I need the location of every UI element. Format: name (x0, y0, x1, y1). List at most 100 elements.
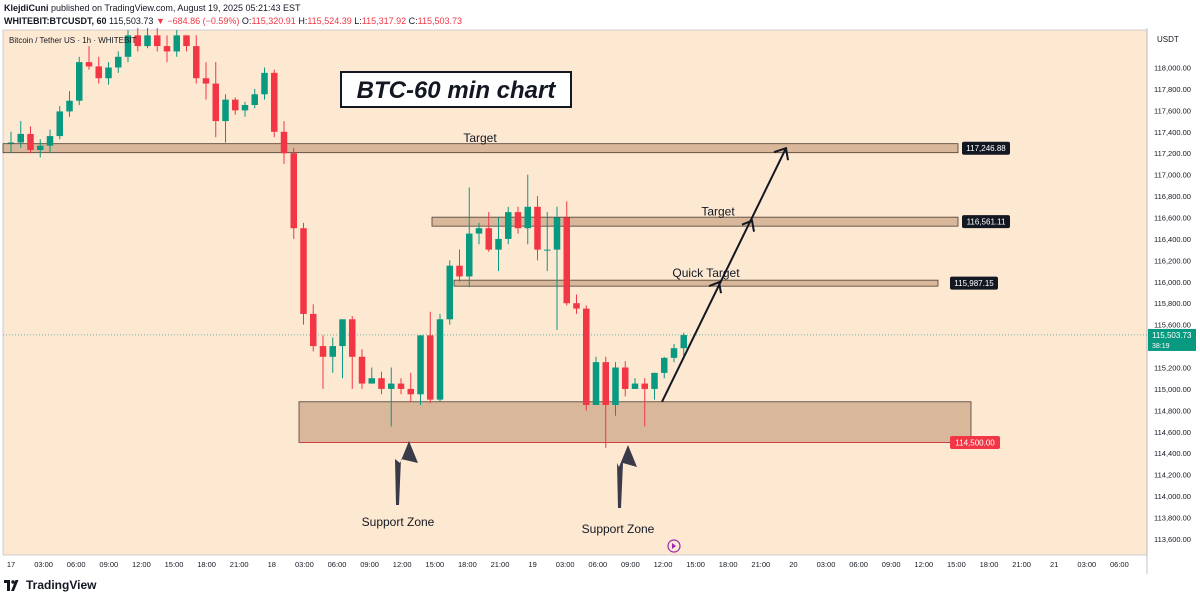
candle-body (17, 133, 24, 143)
candle-body (173, 35, 180, 52)
y-tick-label: 117,600.00 (1154, 106, 1191, 115)
projection-arrow-head (773, 146, 789, 161)
candle-body (280, 131, 288, 154)
target-zone (453, 279, 939, 287)
x-tick-label: 03:00 (556, 560, 575, 569)
x-tick-label: 12:00 (132, 560, 151, 569)
candle-body (290, 153, 297, 229)
x-tick-label: 06:00 (849, 560, 868, 569)
candle-body (553, 217, 561, 250)
x-tick-label: 15:00 (165, 560, 184, 569)
y-tick-label: 116,000.00 (1154, 278, 1191, 287)
axis-currency: USDT (1157, 35, 1179, 44)
candle-body (319, 346, 327, 357)
y-tick-label: 115,600.00 (1154, 321, 1191, 330)
candle-body (105, 67, 112, 79)
candle-body (680, 335, 687, 349)
x-tick-label: 15:00 (425, 560, 444, 569)
x-tick-label: 03:00 (34, 560, 53, 569)
candle-body (378, 378, 385, 389)
candle-body (115, 56, 122, 68)
candle-body (524, 206, 531, 229)
support-label-right: Support Zone (582, 522, 655, 536)
title-box (340, 71, 572, 108)
x-tick-label: 03:00 (295, 560, 314, 569)
target-zone (431, 216, 959, 227)
candle-body (651, 372, 658, 389)
y-tick-label: 114,000.00 (1154, 492, 1191, 501)
candle-body (300, 228, 307, 314)
x-tick-label: 18:00 (458, 560, 477, 569)
candle-body (183, 35, 190, 47)
projection-arrow-head (741, 219, 755, 232)
x-tick-label: 09:00 (621, 560, 640, 569)
support-axis-label-bg (950, 436, 1000, 449)
candle-body (154, 35, 161, 47)
candle-body (368, 378, 375, 384)
candle-body (134, 35, 141, 47)
candle-body (202, 78, 210, 84)
candle-body (124, 35, 132, 57)
y-tick-label: 116,800.00 (1154, 192, 1191, 201)
candle-body (271, 72, 278, 132)
current-price-tag-bg (1148, 328, 1196, 351)
x-tick-label: 21:00 (230, 560, 249, 569)
tradingview-logo-icon (4, 579, 19, 591)
x-tick-label: 17 (7, 560, 15, 569)
x-tick-label: 18:00 (197, 560, 216, 569)
y-tick-label: 113,600.00 (1154, 535, 1191, 544)
candle-body (641, 383, 648, 389)
candle-body (56, 111, 63, 137)
chart-annotation-title: BTC-60 min chart (357, 77, 557, 104)
candle-body (602, 362, 609, 405)
candle-body (670, 348, 678, 358)
high-label: H: (298, 16, 308, 26)
price-chart[interactable]: USDT 113,600.00 113,800.00 114,000.00 114,20… (0, 28, 1200, 574)
candle-body (417, 335, 424, 395)
candle-body (612, 367, 619, 405)
candle-body (144, 35, 151, 47)
candle-body (407, 388, 414, 395)
candle-body (436, 319, 444, 400)
open-label: O: (241, 16, 252, 26)
current-price-tag: 115,503.73 (1152, 331, 1192, 340)
candle-body (241, 105, 249, 111)
level-label: Target (463, 131, 497, 145)
target-zone (2, 143, 959, 154)
y-tick-label: 115,800.00 (1154, 299, 1191, 308)
candle-body (631, 383, 639, 389)
replay-icon-glyph (672, 543, 676, 549)
level-axis-label-bg (950, 276, 998, 290)
x-tick-label: 21:00 (1012, 560, 1031, 569)
high-value: 115,524.39 (307, 16, 352, 26)
close-value: 115,503.73 (417, 16, 463, 26)
plot-area (2, 29, 1148, 556)
x-tick-label: 20 (789, 560, 797, 569)
current-price-countdown: 38:19 (1152, 343, 1170, 350)
support-label-left: Support Zone (362, 515, 435, 529)
y-tick-label: 114,800.00 (1154, 406, 1191, 415)
candle-body (505, 212, 512, 239)
y-tick-label: 116,600.00 (1154, 214, 1191, 223)
candle-body (27, 133, 34, 150)
author-name[interactable]: KlejdiCuni (4, 3, 49, 13)
level-axis-label: 115,987.15 (954, 279, 994, 288)
x-tick-label: 06:00 (588, 560, 607, 569)
level-axis-label: 116,561.11 (967, 218, 1006, 227)
symbol-label[interactable]: WHITEBIT:BTCUSDT, 60 (4, 16, 107, 26)
x-tick-label: 19 (528, 560, 536, 569)
level-axis-label-bg (962, 215, 1010, 229)
x-tick-label: 18:00 (980, 560, 999, 569)
candle-body (329, 346, 336, 357)
level-label: Target (701, 205, 735, 219)
candle-body (232, 99, 239, 111)
y-tick-label: 114,600.00 (1154, 428, 1191, 437)
y-tick-label: 117,200.00 (1154, 149, 1191, 158)
x-tick-label: 15:00 (947, 560, 966, 569)
level-axis-label: 117,246.88 (966, 144, 1006, 153)
candle-body (310, 313, 317, 347)
projection-arrow-head (708, 280, 722, 294)
candle-body (388, 383, 395, 389)
candle-body (456, 265, 463, 277)
x-tick-label: 06:00 (67, 560, 86, 569)
